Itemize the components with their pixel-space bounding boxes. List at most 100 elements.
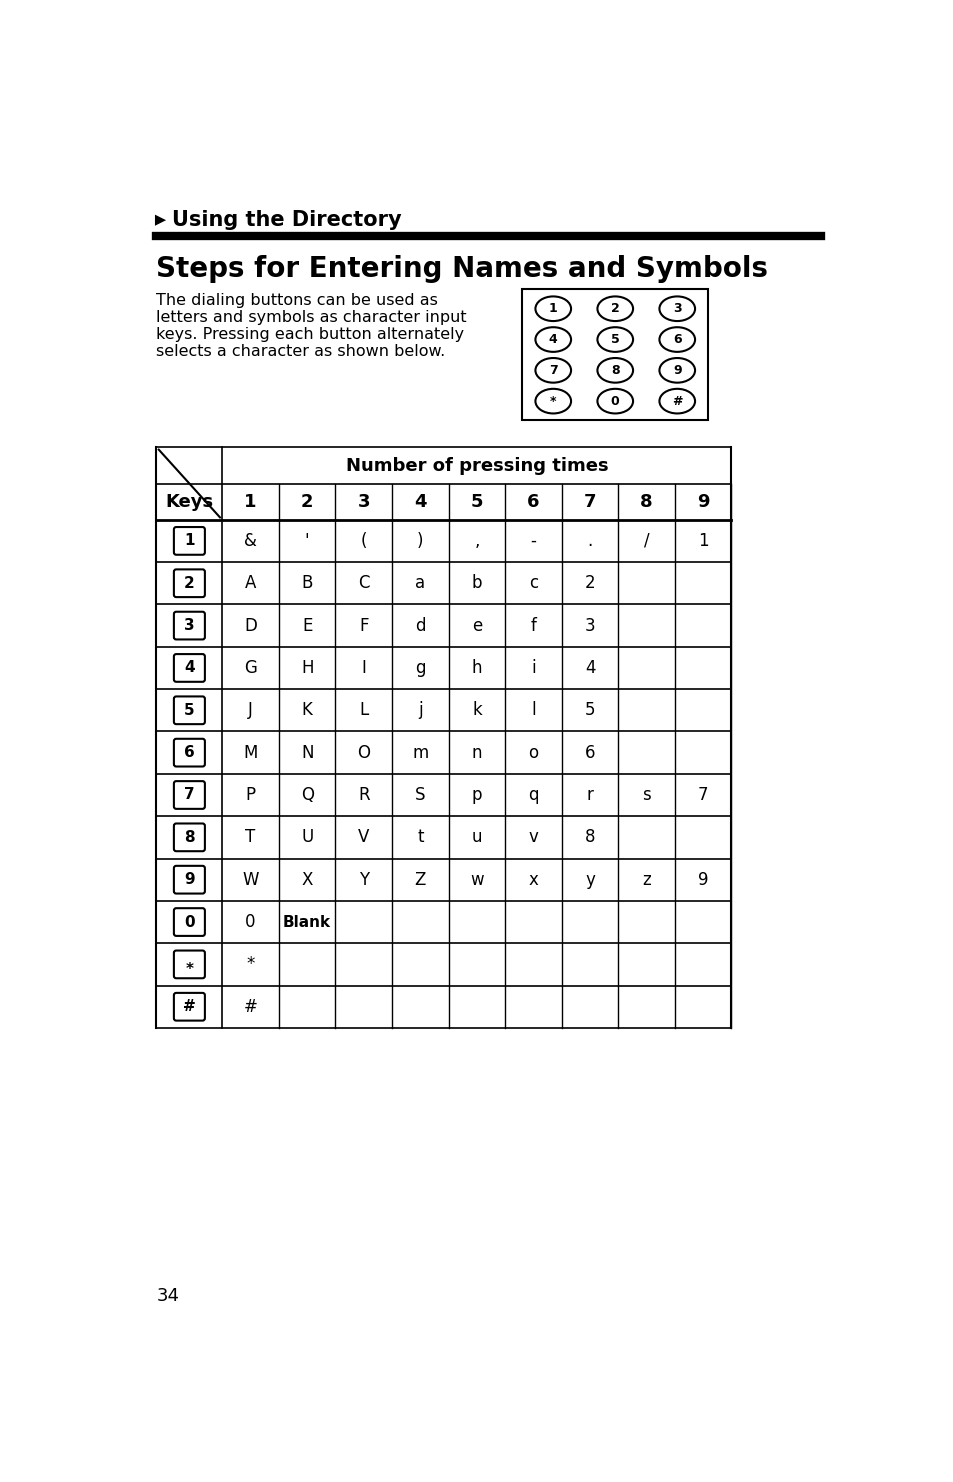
Text: selects a character as shown below.: selects a character as shown below. xyxy=(156,344,445,359)
FancyBboxPatch shape xyxy=(173,950,205,978)
Text: b: b xyxy=(471,574,481,593)
Text: 7: 7 xyxy=(583,494,596,511)
Text: 34: 34 xyxy=(156,1286,179,1304)
Text: -: - xyxy=(530,532,536,550)
Text: 7: 7 xyxy=(698,785,708,805)
Text: P: P xyxy=(245,785,255,805)
Text: V: V xyxy=(357,828,369,846)
Text: C: C xyxy=(357,574,369,593)
Text: 6: 6 xyxy=(184,745,194,760)
FancyBboxPatch shape xyxy=(173,697,205,725)
Text: 5: 5 xyxy=(184,702,194,717)
Text: j: j xyxy=(417,701,422,719)
Text: 7: 7 xyxy=(184,787,194,802)
Text: 0: 0 xyxy=(610,394,619,408)
Text: Y: Y xyxy=(358,871,369,889)
Text: /: / xyxy=(643,532,649,550)
Text: *: * xyxy=(550,394,556,408)
Bar xyxy=(156,448,731,1029)
Text: #: # xyxy=(183,999,195,1014)
FancyBboxPatch shape xyxy=(173,993,205,1021)
Text: 9: 9 xyxy=(697,494,709,511)
Text: D: D xyxy=(244,617,256,634)
Text: 6: 6 xyxy=(584,744,595,762)
Text: X: X xyxy=(301,871,313,889)
Text: #: # xyxy=(243,997,257,1015)
Text: g: g xyxy=(415,659,425,677)
Text: 4: 4 xyxy=(548,333,558,345)
Text: Blank: Blank xyxy=(283,914,331,929)
FancyBboxPatch shape xyxy=(173,612,205,639)
Text: K: K xyxy=(301,701,313,719)
Text: O: O xyxy=(356,744,370,762)
Text: 4: 4 xyxy=(414,494,426,511)
Text: w: w xyxy=(470,871,483,889)
Text: v: v xyxy=(528,828,537,846)
Text: (: ( xyxy=(360,532,367,550)
Text: m: m xyxy=(412,744,428,762)
Text: s: s xyxy=(641,785,650,805)
Text: 6: 6 xyxy=(672,333,680,345)
Text: &: & xyxy=(244,532,256,550)
Text: l: l xyxy=(531,701,536,719)
Text: f: f xyxy=(530,617,536,634)
Text: 2: 2 xyxy=(584,574,595,593)
Text: ): ) xyxy=(416,532,423,550)
Text: R: R xyxy=(357,785,369,805)
Text: o: o xyxy=(528,744,538,762)
Text: W: W xyxy=(242,871,258,889)
Text: #: # xyxy=(671,394,681,408)
Text: q: q xyxy=(528,785,538,805)
Text: letters and symbols as character input: letters and symbols as character input xyxy=(156,310,467,325)
Text: G: G xyxy=(244,659,256,677)
Text: r: r xyxy=(586,785,593,805)
Text: Steps for Entering Names and Symbols: Steps for Entering Names and Symbols xyxy=(156,255,768,283)
Text: k: k xyxy=(472,701,481,719)
Text: 3: 3 xyxy=(184,618,194,633)
Text: p: p xyxy=(471,785,481,805)
Text: E: E xyxy=(302,617,312,634)
Text: y: y xyxy=(584,871,595,889)
Text: 2: 2 xyxy=(184,575,194,591)
Text: 0: 0 xyxy=(184,914,194,929)
Text: 4: 4 xyxy=(584,659,595,677)
Text: 5: 5 xyxy=(470,494,482,511)
FancyBboxPatch shape xyxy=(173,865,205,894)
FancyBboxPatch shape xyxy=(173,654,205,682)
FancyBboxPatch shape xyxy=(173,781,205,809)
Text: 5: 5 xyxy=(584,701,595,719)
Text: U: U xyxy=(301,828,313,846)
Text: 5: 5 xyxy=(610,333,619,345)
FancyBboxPatch shape xyxy=(173,908,205,937)
Text: L: L xyxy=(358,701,368,719)
Text: Q: Q xyxy=(300,785,314,805)
Text: 1: 1 xyxy=(244,494,256,511)
Text: 6: 6 xyxy=(527,494,539,511)
Text: N: N xyxy=(300,744,314,762)
FancyBboxPatch shape xyxy=(173,740,205,766)
Text: n: n xyxy=(471,744,481,762)
Text: x: x xyxy=(528,871,537,889)
Text: 1: 1 xyxy=(698,532,708,550)
Text: ⁎: ⁎ xyxy=(185,957,193,972)
Text: M: M xyxy=(243,744,257,762)
Text: J: J xyxy=(248,701,253,719)
Text: The dialing buttons can be used as: The dialing buttons can be used as xyxy=(156,293,437,308)
Text: 7: 7 xyxy=(548,365,558,376)
Text: H: H xyxy=(300,659,314,677)
Text: e: e xyxy=(472,617,481,634)
Text: 8: 8 xyxy=(639,494,652,511)
Text: A: A xyxy=(245,574,256,593)
Bar xyxy=(521,289,707,421)
Text: S: S xyxy=(415,785,425,805)
Text: u: u xyxy=(471,828,481,846)
Text: 8: 8 xyxy=(610,365,618,376)
Text: ': ' xyxy=(305,532,309,550)
Text: 4: 4 xyxy=(184,661,194,676)
Text: .: . xyxy=(587,532,592,550)
Text: c: c xyxy=(528,574,537,593)
Text: F: F xyxy=(358,617,368,634)
Text: Keys: Keys xyxy=(165,494,213,511)
Text: i: i xyxy=(531,659,536,677)
Text: z: z xyxy=(641,871,650,889)
